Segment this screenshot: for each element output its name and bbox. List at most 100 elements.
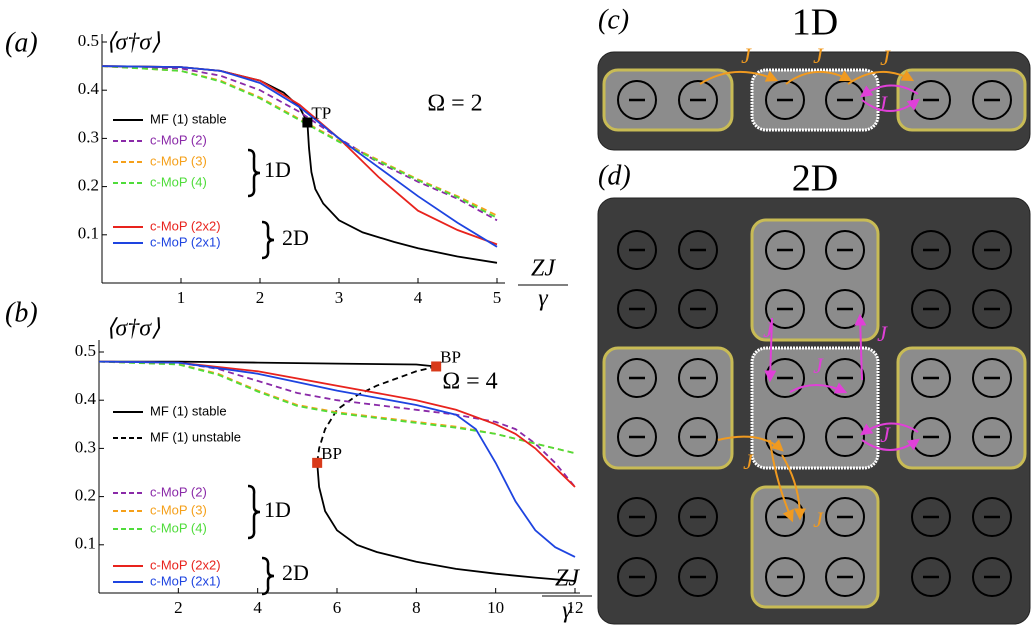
x-label-denominator: γ — [562, 598, 572, 624]
site — [972, 557, 1012, 597]
site — [678, 417, 718, 457]
x-label-denominator: γ — [538, 286, 548, 312]
site — [972, 230, 1012, 270]
marker — [302, 117, 313, 128]
site — [678, 497, 718, 537]
y-tick-label: 0.1 — [75, 534, 96, 553]
coupling-label: J — [880, 422, 891, 447]
legend-label: c-MoP (4) — [150, 520, 207, 535]
series-line — [101, 65, 498, 222]
y-axis-label: ⟨σ†σ⟩ — [106, 316, 161, 342]
brace — [261, 220, 275, 260]
coupling-label: J — [813, 507, 824, 532]
site — [617, 417, 657, 457]
panel-label: (b) — [5, 297, 38, 328]
coupling-arrow — [860, 422, 919, 436]
coupling-label: J — [743, 449, 754, 474]
coupling-arrow — [699, 70, 779, 85]
site — [911, 289, 951, 329]
x-tick-label: 4 — [253, 598, 262, 617]
legend-label: c-MoP (4) — [150, 174, 207, 189]
group-label: 2D — [282, 560, 309, 585]
series-line — [99, 360, 576, 582]
diagram-title: 1D — [792, 2, 838, 44]
panel-label: (c) — [598, 4, 629, 35]
site — [911, 358, 951, 398]
y-tick-label: 0.2 — [78, 176, 99, 195]
marker-label: BP — [440, 347, 461, 366]
coupling-arrow — [847, 70, 915, 85]
legend-label: c-MoP (2x1) — [150, 234, 221, 249]
series-line — [98, 360, 576, 558]
coupling-label: J — [763, 317, 774, 342]
x-tick-label: 6 — [333, 598, 342, 617]
legend-label: MF (1) stable — [150, 403, 227, 418]
y-tick-label: 0.3 — [75, 437, 96, 456]
site — [972, 417, 1012, 457]
diagram-title: 2D — [792, 158, 838, 200]
legend-label: c-MoP (2) — [150, 484, 207, 499]
brace — [261, 556, 275, 596]
coupling-arrow — [717, 435, 784, 452]
coupling-label: J — [813, 43, 824, 68]
coupling-arrow — [769, 439, 794, 523]
site — [825, 417, 865, 457]
y-tick-label: 0.3 — [78, 127, 99, 146]
site — [678, 230, 718, 270]
coupling-arrow — [860, 84, 919, 98]
series-line — [316, 365, 437, 464]
coupling-arrow — [861, 438, 920, 451]
marker-label: BP — [321, 444, 342, 463]
site — [617, 358, 657, 398]
site — [825, 289, 865, 329]
marker-label: TP — [311, 103, 331, 122]
site — [825, 497, 865, 537]
legend-label: c-MoP (2x2) — [150, 557, 221, 572]
x-tick-label: 1 — [177, 288, 186, 307]
x-tick-label: 5 — [493, 288, 502, 307]
panel-label: (a) — [5, 27, 38, 58]
legend-label: c-MoP (2) — [150, 132, 207, 147]
group-label: 1D — [264, 157, 291, 182]
site — [911, 230, 951, 270]
series-line — [98, 360, 576, 455]
x-tick-label: 2 — [256, 288, 265, 307]
legend-label: c-MoP (3) — [150, 153, 207, 168]
y-tick-label: 0.4 — [75, 389, 97, 408]
coupling-arrow — [785, 70, 853, 85]
legend-label: c-MoP (2x1) — [150, 573, 221, 588]
site — [765, 289, 805, 329]
panel-label: (d) — [598, 160, 631, 191]
annotation: Ω = 2 — [427, 91, 482, 117]
central-cluster — [750, 68, 880, 132]
coupling-label: J — [741, 43, 752, 68]
coupling-arrow — [764, 317, 777, 383]
site — [765, 80, 805, 120]
site — [825, 557, 865, 597]
x-label-numerator: ZJ — [531, 256, 556, 282]
site — [972, 289, 1012, 329]
x-label-numerator: ZJ — [555, 566, 580, 592]
cluster — [896, 68, 1027, 132]
annotation: Ω = 4 — [442, 369, 497, 395]
site — [617, 557, 657, 597]
x-tick-label: 10 — [487, 598, 504, 617]
x-tick-label: 4 — [414, 288, 423, 307]
group-label: 2D — [282, 225, 309, 250]
legend-label: MF (1) stable — [150, 111, 227, 126]
series-line — [98, 360, 576, 488]
legend-label: c-MoP (2x2) — [150, 218, 221, 233]
site — [765, 417, 805, 457]
cluster — [602, 68, 734, 132]
y-tick-label: 0.5 — [78, 31, 99, 50]
y-tick-label: 0.1 — [78, 224, 99, 243]
coupling-arrow — [861, 98, 920, 112]
x-tick-label: 2 — [174, 598, 183, 617]
coupling-arrow — [781, 454, 806, 521]
site — [678, 557, 718, 597]
brace — [247, 148, 261, 198]
site — [972, 80, 1012, 120]
site — [678, 358, 718, 398]
series-line — [101, 65, 498, 219]
site — [617, 497, 657, 537]
